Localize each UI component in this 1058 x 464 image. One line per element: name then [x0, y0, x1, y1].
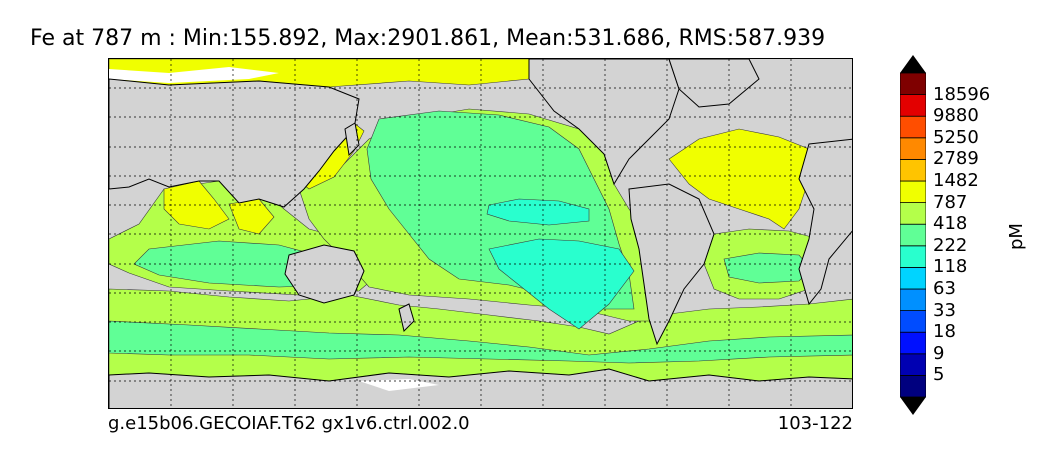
colorbar-tick-label: 18	[933, 321, 956, 343]
southern-ocean-222-band	[109, 320, 852, 364]
atlantic-ocean-field	[668, 128, 810, 230]
arctic-ice-patch	[109, 67, 279, 83]
colorbar-tick-label: 63	[933, 278, 956, 299]
colorbar-tick-label: 222	[933, 234, 968, 256]
ocean-map	[108, 58, 853, 409]
colorbar-segments	[900, 55, 926, 415]
australia-land	[284, 244, 365, 304]
colorbar-segment	[900, 331, 926, 355]
africa-land	[798, 138, 852, 306]
colorbar-tick-label: 418	[933, 213, 968, 235]
graticule	[109, 59, 852, 408]
arabian-sea-field	[163, 180, 230, 230]
colorbar-segment	[900, 374, 926, 398]
south-atlantic-222-zone	[723, 252, 812, 284]
colorbar-segment	[900, 159, 926, 182]
colorbar-tick-label: 18596	[933, 83, 991, 105]
colorbar-segment	[900, 137, 926, 160]
colorbar-segment	[900, 180, 926, 204]
colorbar-segment	[900, 115, 926, 139]
antarctica-land	[109, 368, 852, 408]
colorbar-tick-label: 9	[933, 342, 945, 364]
case-name-label: g.e15b06.GECOIAF.T62 gx1v6.ctrl.002.0	[108, 413, 470, 434]
colorbar-segment	[900, 202, 926, 225]
colorbar-segment	[900, 223, 926, 247]
years-label: 103-122	[777, 413, 853, 434]
colorbar-tick-label: 1482	[933, 170, 979, 191]
colorbar-tick-label: 118	[933, 256, 968, 278]
colorbar-tick-label: 9880	[933, 105, 979, 127]
colorbar-segment	[900, 353, 926, 376]
colorbar-extend-max	[900, 55, 926, 73]
pacific-118-zone-south	[488, 238, 635, 330]
colorbar-tick-label: 33	[933, 299, 956, 321]
colorbar-segment	[900, 245, 926, 268]
map-svg	[109, 59, 852, 408]
colorbar-tick-label: 2789	[933, 148, 979, 170]
colorbar-segment	[900, 310, 926, 333]
colorbar-segment	[900, 72, 926, 96]
colorbar-segment	[900, 266, 926, 290]
colorbar-segment	[900, 288, 926, 312]
colorbar-tick-label: 787	[933, 191, 968, 213]
south-america-land	[628, 183, 715, 346]
new-zealand-land	[398, 303, 415, 332]
colorbar-segment	[900, 94, 926, 117]
colorbar-tick-label: 5	[933, 364, 945, 386]
colorbar-tick-label: 5250	[933, 126, 979, 148]
map-title: Fe at 787 m : Min:155.892, Max:2901.861,…	[30, 26, 826, 51]
pacific-118-zone-north	[486, 198, 590, 226]
colorbar-unit-label: pM	[1006, 223, 1027, 250]
colorbar-extend-min	[900, 397, 926, 415]
eurasia-land	[109, 78, 360, 208]
colorbar	[900, 55, 926, 415]
antarctic-ice-shelf	[359, 379, 439, 391]
